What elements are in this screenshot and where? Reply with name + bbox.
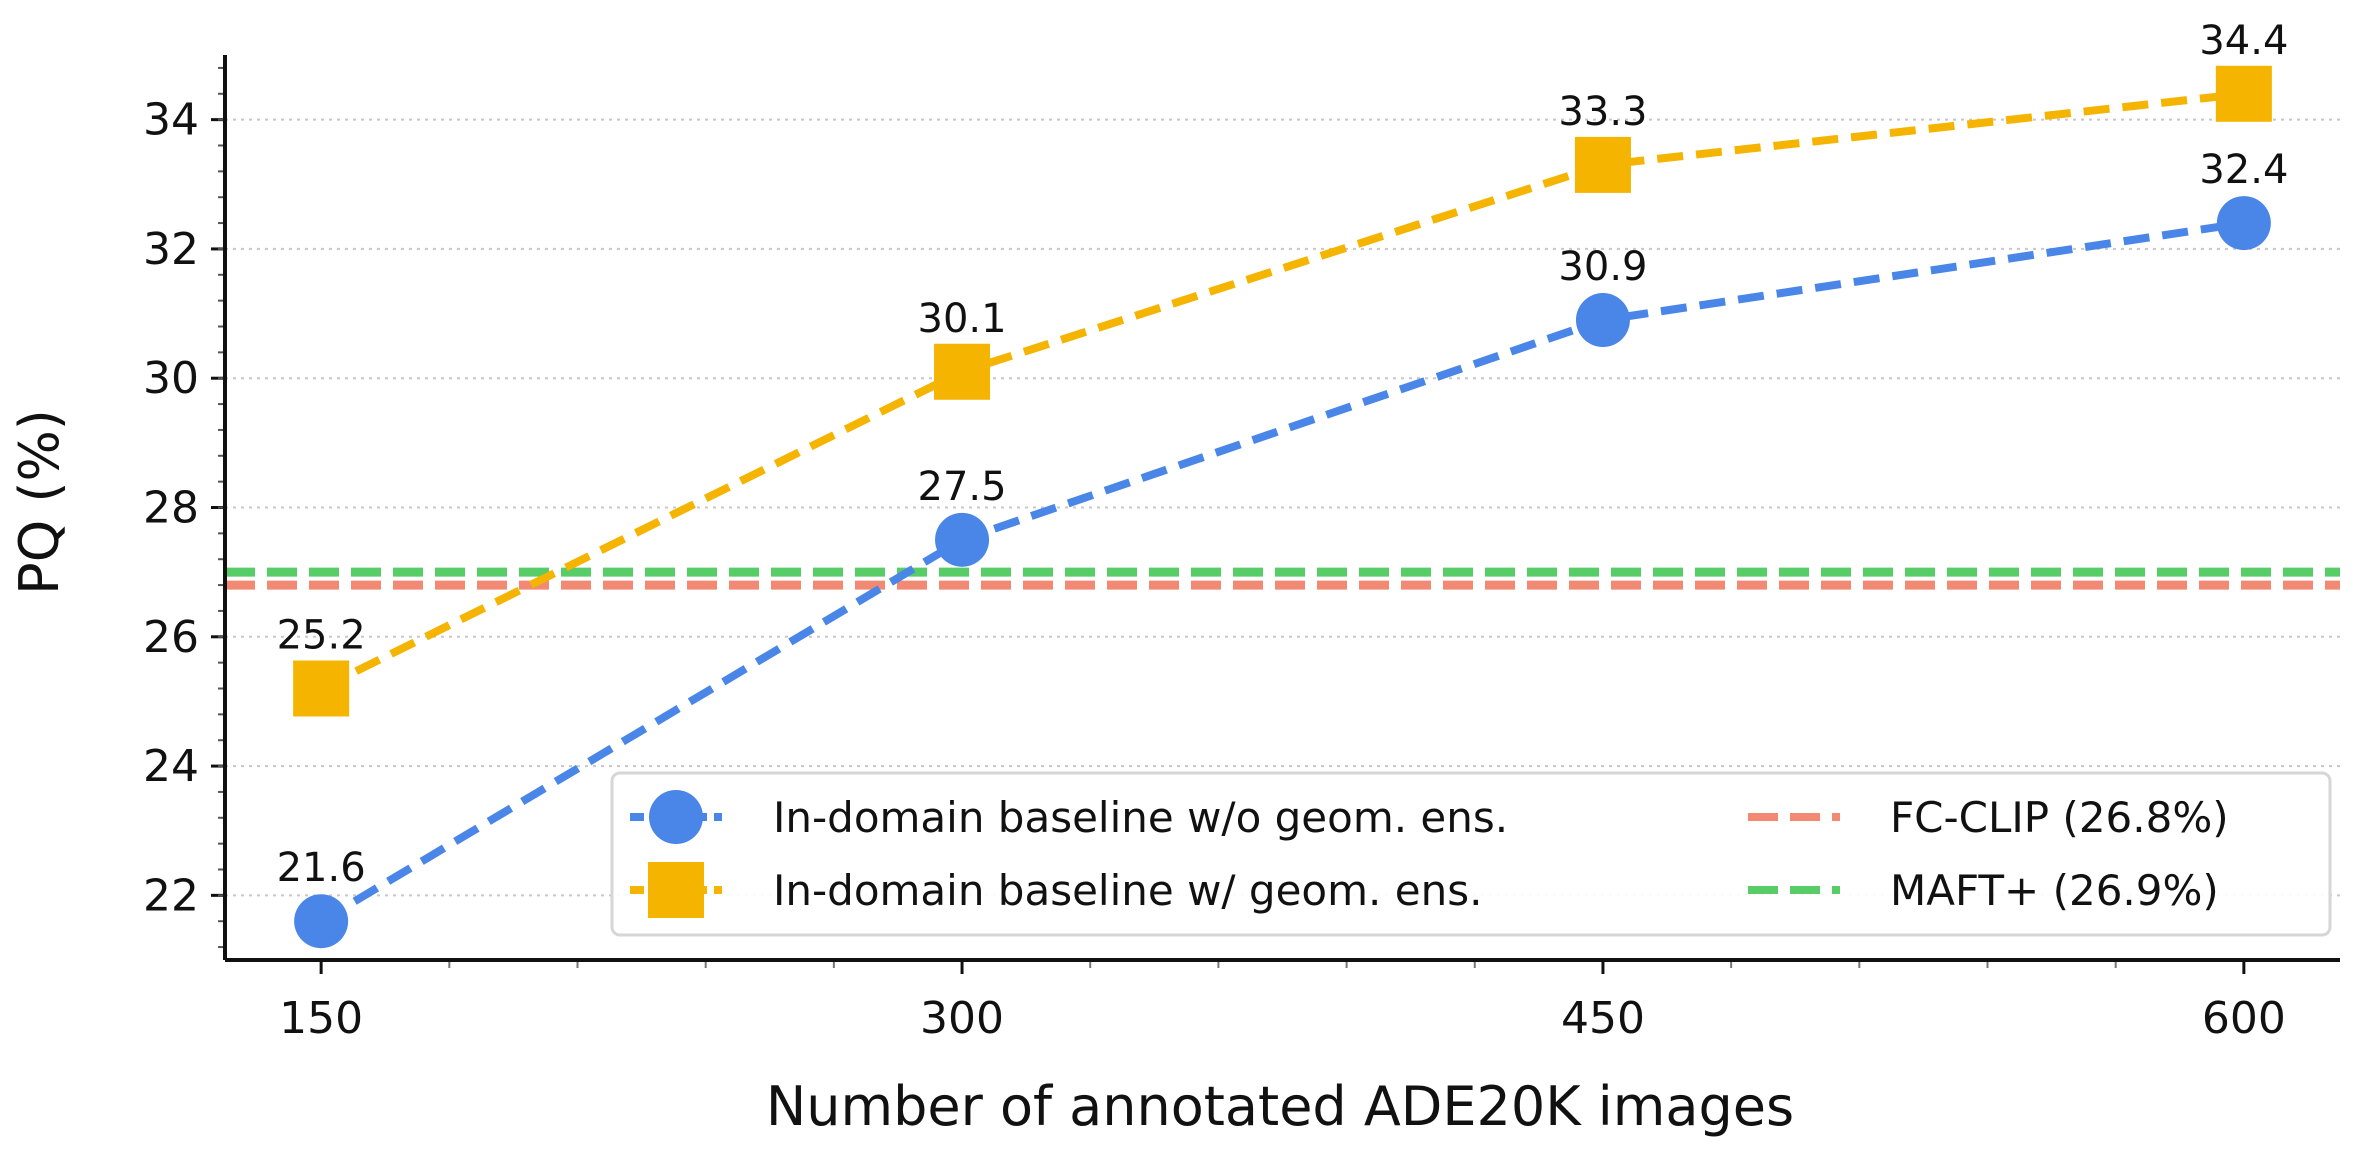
x-axis-title: Number of annotated ADE20K images (766, 1075, 1794, 1138)
series-2-point (1574, 136, 1631, 193)
data-label: 33.3 (1558, 89, 1647, 135)
series-2-point (2215, 65, 2272, 122)
data-label: 21.6 (277, 845, 366, 891)
grid-layer (225, 118, 2340, 897)
x-tick-label: 150 (279, 993, 363, 1044)
reference-lines (225, 567, 2340, 590)
x-tick-label: 450 (1561, 993, 1645, 1044)
data-label: 34.4 (2199, 18, 2288, 64)
x-tick-label: 300 (920, 993, 1004, 1044)
series-2-point (934, 343, 991, 400)
data-label: 25.2 (277, 613, 366, 659)
legend-box (610, 771, 2332, 937)
legend-label: In-domain baseline w/ geom. ens. (773, 866, 1482, 915)
series-line-2 (319, 89, 2245, 693)
y-tick-label: 26 (143, 612, 199, 663)
series-line-1 (319, 219, 2245, 925)
y-tick-label: 24 (143, 741, 199, 792)
series-1-point (294, 894, 349, 949)
series-2-point (293, 660, 350, 717)
legend-label: FC-CLIP (26.8%) (1890, 793, 2229, 842)
legend: In-domain baseline w/o geom. ens. In-doma… (610, 771, 2332, 937)
y-tick-label: 30 (143, 353, 199, 404)
legend-square-marker (648, 862, 704, 918)
data-label: 32.4 (2199, 147, 2288, 193)
legend-label: MAFT+ (26.9%) (1890, 866, 2219, 915)
y-axis-title: PQ (%) (8, 409, 71, 595)
series-1-point (2216, 196, 2271, 251)
series-layer (293, 65, 2272, 949)
data-labels: 21.6 27.5 30.9 32.4 25.2 30.1 33.3 34.4 (277, 18, 2289, 891)
axes: 22 24 26 28 30 32 34 150 300 450 600 (143, 55, 2340, 1044)
series-1-point (935, 512, 990, 567)
y-tick-label: 34 (143, 95, 199, 146)
legend-circle-marker (649, 790, 703, 844)
y-tick-label: 22 (143, 870, 199, 921)
y-tick-label: 32 (143, 224, 199, 275)
series-1-point (1575, 293, 1630, 348)
data-label: 27.5 (918, 464, 1007, 510)
legend-label: In-domain baseline w/o geom. ens. (773, 793, 1508, 842)
y-tick-label: 28 (143, 483, 199, 534)
data-label: 30.9 (1558, 244, 1647, 290)
x-tick-label: 600 (2202, 993, 2286, 1044)
data-label: 30.1 (918, 296, 1007, 342)
